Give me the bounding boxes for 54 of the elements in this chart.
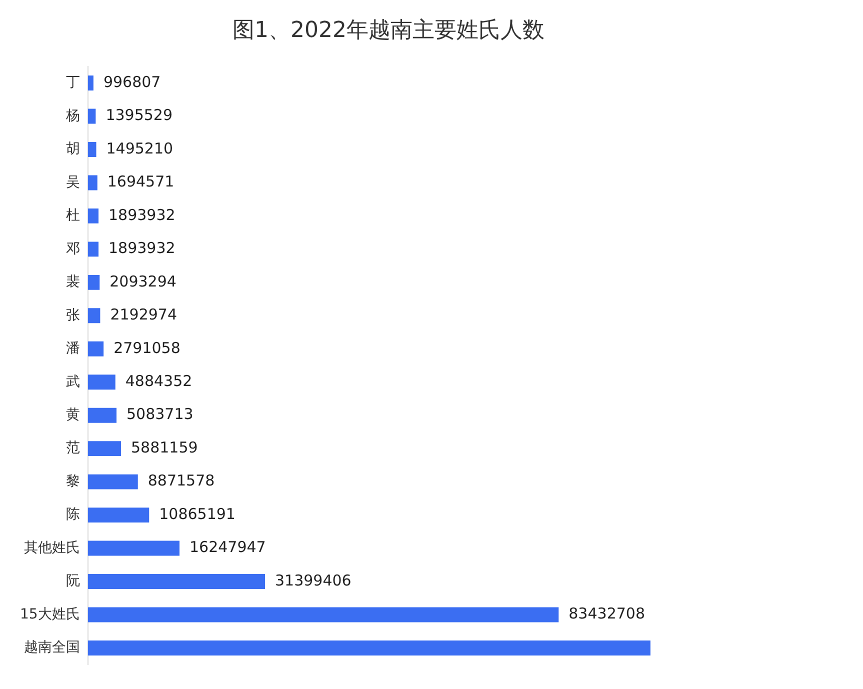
bar (88, 341, 104, 356)
bar (88, 242, 99, 257)
bar (88, 108, 96, 124)
y-tick-label: 张 (66, 307, 80, 324)
y-tick-label: 杨 (64, 108, 80, 124)
y-tick-label: 丁 (66, 74, 80, 91)
bar (88, 374, 116, 390)
data-label: 10865191 (159, 504, 236, 523)
data-label: 8871578 (148, 472, 215, 490)
bar (88, 441, 122, 456)
data-label: 4884352 (125, 372, 192, 390)
data-label: 996807 (103, 72, 161, 91)
bar (88, 607, 559, 622)
y-tick-label: 胡 (66, 141, 80, 158)
data-label: 5083713 (126, 405, 194, 424)
data-label: 1893932 (108, 206, 176, 224)
data-label: 1893932 (108, 239, 176, 258)
chart-title: 图1、2022年越南主要姓氏人数 (232, 18, 544, 43)
data-label: 83432708 (568, 604, 645, 623)
y-tick-label: 黎 (66, 473, 80, 490)
bar (88, 574, 266, 589)
data-label: 2791058 (114, 338, 180, 357)
y-tick-label: 越南全国 (24, 640, 80, 656)
y-tick-label: 裴 (66, 274, 80, 290)
bar (88, 474, 138, 490)
bar (88, 308, 100, 324)
y-tick-label: 邓 (66, 240, 80, 257)
bar (88, 208, 99, 224)
bar (88, 540, 180, 556)
data-label: 2192974 (110, 306, 177, 324)
bar (88, 408, 117, 423)
bar (88, 640, 650, 656)
data-label: 16247947 (190, 538, 266, 556)
bar (88, 76, 94, 90)
y-tick-label: 范 (66, 440, 80, 456)
data-label: 2093294 (110, 272, 176, 290)
bar (88, 175, 98, 190)
bar (88, 508, 150, 523)
data-label: 1694571 (107, 172, 174, 191)
y-tick-label: 吴 (66, 174, 80, 190)
bar (88, 274, 100, 290)
data-label: 31399406 (275, 571, 352, 590)
y-tick-label: 15大姓氏 (20, 606, 80, 622)
data-label: 1495210 (106, 139, 174, 158)
y-tick-label: 阮 (66, 573, 80, 590)
y-tick-label: 其他姓氏 (24, 540, 80, 556)
y-tick-label: 武 (66, 374, 80, 390)
data-label: 5881159 (131, 438, 198, 456)
data-label: 1395529 (106, 106, 172, 124)
y-tick-label: 杜 (66, 208, 80, 224)
y-tick-label: 黄 (66, 406, 80, 423)
y-tick-label: 陈 (66, 506, 80, 523)
y-tick-label: 潘 (66, 340, 80, 357)
bar (88, 142, 96, 157)
